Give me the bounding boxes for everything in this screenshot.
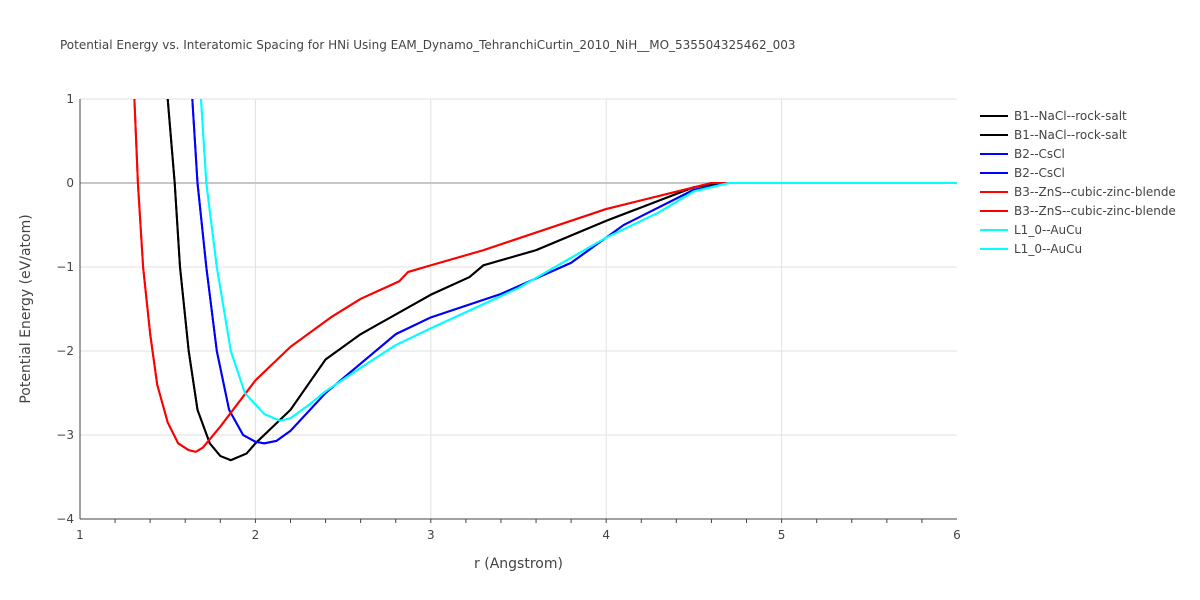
legend-item[interactable]: B2--CsCl xyxy=(980,144,1176,163)
y-tick-label: 0 xyxy=(66,176,74,190)
series-line-L1_0--AuCu xyxy=(200,99,957,422)
x-axis-label: r (Angstrom) xyxy=(474,556,563,572)
legend: B1--NaCl--rock-salt B1--NaCl--rock-salt B2… xyxy=(980,106,1176,258)
legend-swatch xyxy=(980,114,1008,117)
x-tick-label: 6 xyxy=(953,528,961,542)
legend-label: B2--CsCl xyxy=(1014,146,1065,161)
series-group xyxy=(133,99,957,462)
series-line-B3--ZnS--cubic-zinc-blende xyxy=(133,99,957,453)
legend-item[interactable]: L1_0--AuCu xyxy=(980,239,1176,258)
legend-swatch xyxy=(980,209,1008,212)
x-tick-label: 1 xyxy=(76,528,84,542)
x-tick-label: 2 xyxy=(252,528,260,542)
chart-title: Potential Energy vs. Interatomic Spacing… xyxy=(60,38,796,52)
series-line-B1--NaCl--rock-salt xyxy=(166,99,957,462)
legend-item[interactable]: B3--ZnS--cubic-zinc-blende xyxy=(980,182,1176,201)
y-axis-label: Potential Energy (eV/atom) xyxy=(18,214,34,403)
legend-swatch xyxy=(980,190,1008,193)
y-tick-label: −2 xyxy=(56,344,74,358)
series-line-B3--ZnS--cubic-zinc-blende xyxy=(133,99,957,453)
legend-item[interactable]: L1_0--AuCu xyxy=(980,220,1176,239)
legend-label: B2--CsCl xyxy=(1014,165,1065,180)
legend-item[interactable]: B3--ZnS--cubic-zinc-blende xyxy=(980,201,1176,220)
series-line-B2--CsCl xyxy=(191,99,957,445)
legend-swatch xyxy=(980,152,1008,155)
x-tick-label: 3 xyxy=(427,528,435,542)
legend-label: B3--ZnS--cubic-zinc-blende xyxy=(1014,184,1176,199)
legend-item[interactable]: B1--NaCl--rock-salt xyxy=(980,125,1176,144)
legend-label: B1--NaCl--rock-salt xyxy=(1014,127,1127,142)
legend-swatch xyxy=(980,133,1008,136)
x-tick-label: 5 xyxy=(778,528,786,542)
y-tick-label: −1 xyxy=(56,260,74,274)
y-tick-label: −4 xyxy=(56,512,74,526)
series-line-B1--NaCl--rock-salt xyxy=(166,99,957,462)
legend-label: B3--ZnS--cubic-zinc-blende xyxy=(1014,203,1176,218)
legend-label: B1--NaCl--rock-salt xyxy=(1014,108,1127,123)
legend-item[interactable]: B2--CsCl xyxy=(980,163,1176,182)
legend-swatch xyxy=(980,228,1008,231)
legend-item[interactable]: B1--NaCl--rock-salt xyxy=(980,106,1176,125)
series-line-B2--CsCl xyxy=(191,99,957,445)
legend-label: L1_0--AuCu xyxy=(1014,241,1083,256)
legend-swatch xyxy=(980,247,1008,250)
y-tick-label: 1 xyxy=(66,92,74,106)
legend-label: L1_0--AuCu xyxy=(1014,222,1083,237)
x-tick-label: 4 xyxy=(602,528,610,542)
series-line-L1_0--AuCu xyxy=(200,99,957,422)
y-tick-label: −3 xyxy=(56,428,74,442)
legend-swatch xyxy=(980,171,1008,174)
